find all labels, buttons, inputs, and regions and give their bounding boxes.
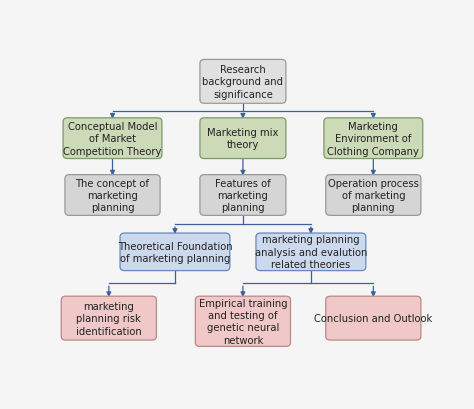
FancyBboxPatch shape	[65, 175, 160, 216]
FancyBboxPatch shape	[200, 60, 286, 104]
FancyBboxPatch shape	[200, 119, 286, 159]
FancyBboxPatch shape	[61, 297, 156, 340]
FancyBboxPatch shape	[256, 234, 366, 271]
Text: Empirical training
and testing of
genetic neural
network: Empirical training and testing of geneti…	[199, 298, 287, 345]
FancyBboxPatch shape	[63, 119, 162, 159]
Text: Conceptual Model
of Market
Competition Theory: Conceptual Model of Market Competition T…	[64, 121, 162, 156]
Text: Marketing
Environment of
Clothing Company: Marketing Environment of Clothing Compan…	[328, 121, 419, 156]
Text: marketing planning
analysis and evalution
related theories: marketing planning analysis and evalutio…	[255, 235, 367, 270]
FancyBboxPatch shape	[326, 297, 421, 340]
Text: The concept of
marketing
planning: The concept of marketing planning	[75, 178, 149, 213]
Text: Conclusion and Outlook: Conclusion and Outlook	[314, 313, 432, 324]
Text: Research
background and
significance: Research background and significance	[202, 65, 283, 99]
FancyBboxPatch shape	[326, 175, 421, 216]
FancyBboxPatch shape	[120, 234, 230, 271]
Text: Marketing mix
theory: Marketing mix theory	[207, 128, 279, 150]
FancyBboxPatch shape	[200, 175, 286, 216]
FancyBboxPatch shape	[324, 119, 423, 159]
FancyBboxPatch shape	[195, 297, 291, 346]
Text: Theoretical Foundation
of marketing planning: Theoretical Foundation of marketing plan…	[118, 241, 232, 263]
Text: Features of
marketing
planning: Features of marketing planning	[215, 178, 271, 213]
Text: marketing
planning risk
identification: marketing planning risk identification	[76, 301, 142, 336]
Text: Operation process
of marketing
planning: Operation process of marketing planning	[328, 178, 419, 213]
